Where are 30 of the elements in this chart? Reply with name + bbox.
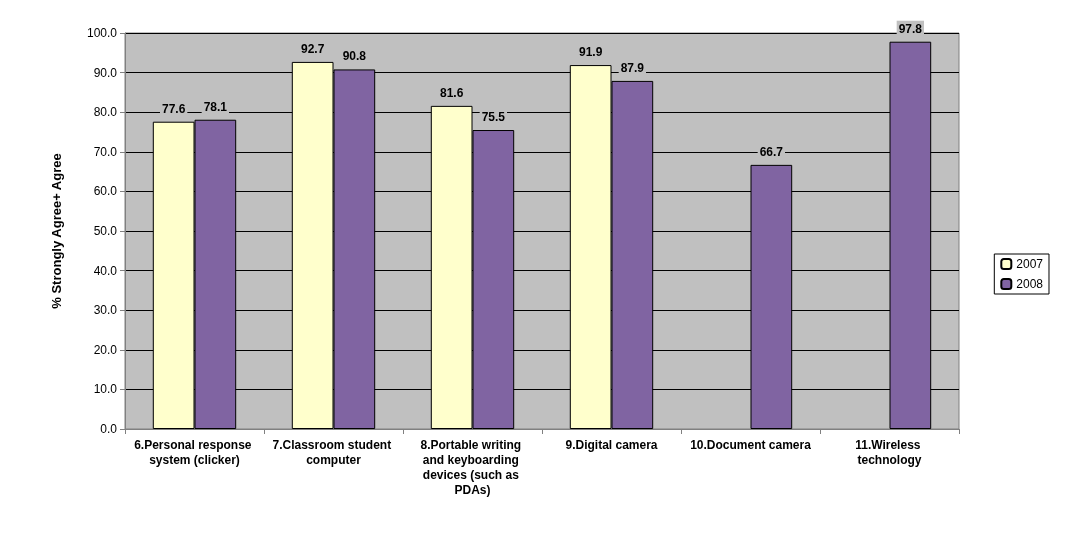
y-tick-label: 80.0 <box>93 105 118 120</box>
y-tick-label: 90.0 <box>93 65 118 80</box>
data-label: 75.5 <box>481 110 506 125</box>
x-tick-label: 10.Document camera <box>690 437 812 452</box>
data-label: 91.9 <box>578 45 603 60</box>
x-tick-label: 11.Wireless technology <box>855 437 924 467</box>
legend-label: 2007 <box>1016 257 1044 271</box>
y-tick-label: 60.0 <box>93 184 118 199</box>
data-label: 66.7 <box>759 144 784 159</box>
x-tick-label: 8.Portable writing and keyboarding devices (such as PDAs) <box>420 437 525 497</box>
y-axis-title: % Strongly Agree+ Agree <box>49 153 64 309</box>
x-tick-label: 7.Classroom student computer <box>272 437 395 467</box>
y-tick-label: 0.0 <box>100 422 118 436</box>
y-tick-label: 50.0 <box>93 224 118 238</box>
y-tick-label: 30.0 <box>93 303 118 318</box>
data-label: 78.1 <box>203 99 228 114</box>
y-tick-label: 70.0 <box>93 144 118 159</box>
x-tick-label: 9.Digital camera <box>565 437 658 452</box>
y-tick-label: 40.0 <box>93 263 118 278</box>
y-tick-label: 100.0 <box>86 26 118 40</box>
data-label: 87.9 <box>620 60 645 75</box>
data-label: 97.8 <box>898 21 923 36</box>
y-tick-label: 20.0 <box>93 342 118 357</box>
y-tick-label: 10.0 <box>93 382 118 397</box>
x-tick-label: 6.Personal response system (clicker) <box>134 437 255 467</box>
data-label: 77.6 <box>161 101 186 116</box>
legend-label: 2008 <box>1016 277 1044 291</box>
data-label: 81.6 <box>439 85 464 100</box>
data-label: 90.8 <box>342 49 367 64</box>
data-label: 92.7 <box>300 41 325 56</box>
